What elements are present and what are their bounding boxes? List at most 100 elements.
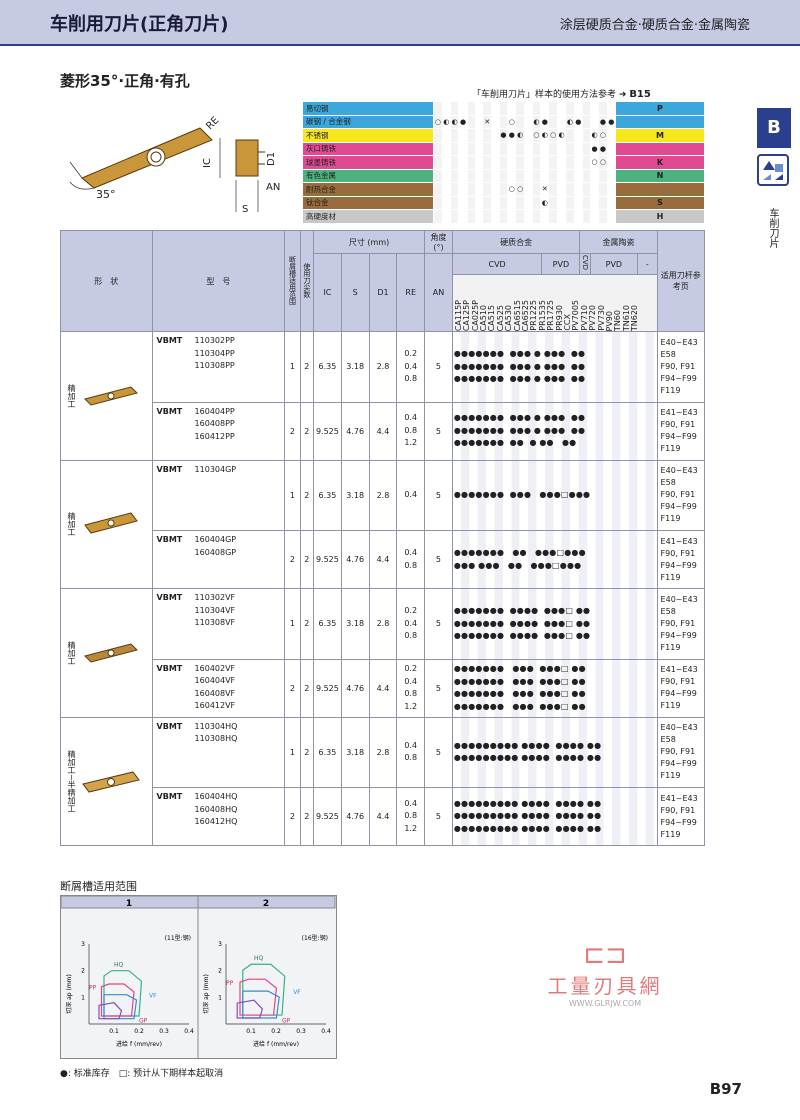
d1-cell: 4.4 [368,787,398,846]
side-tab[interactable]: B [757,108,791,148]
ic-cell: 6.35 [313,331,342,403]
section-title: 菱形35°·正角·有孔 [60,72,190,90]
material-mark [433,141,443,156]
material-mark: ○ [507,114,517,129]
panel-number: 1 [126,899,132,909]
material-mark [573,195,583,210]
material-mark [449,168,460,183]
holder-cell[interactable]: E40~E43 E58 F90, F91 F94~F99 F119 [656,459,706,531]
material-row: 钛合金 ◐ S [301,195,706,210]
legend: ●: 标准库存 □: 预计从下期样本起取消 [60,1069,224,1079]
material-mark [548,155,558,170]
material-mark [523,195,533,210]
material-row: 球墨铸铁 ○ ○ K [301,155,706,170]
material-mark [523,114,533,129]
material-mark [498,209,509,224]
s-cell: 3.18 [340,716,370,788]
material-mark [507,195,517,210]
grade-label: PR930 [554,305,564,331]
x-tick: 0.4 [184,1028,194,1035]
material-mark [474,101,484,116]
material-mark [556,209,567,224]
material-mark [606,141,616,156]
pvd2-header: PVD [589,253,639,275]
material-mark: ◐ [540,195,550,210]
grade-label: TN620 [630,304,640,331]
x-tick: 0.4 [321,1028,331,1035]
material-mark [548,195,558,210]
material-mark [433,182,443,197]
availability-cell: ●●●●●●● ●●● ● ●●● ●● ●●●●●●● ●●● ● ●●● ●●… [451,331,658,403]
hq-curve [242,963,286,1016]
material-mark [474,114,484,129]
availability-line: ●●●●●●● ●●● ● ●●● ●● [453,349,586,358]
x-tick: 0.3 [296,1028,306,1035]
material-table: 易切钢 P 碳钢 / 合金钢 ○ ◐ ◐ ● ✕ ○ ◐ ● ◐ ● ● ● 不锈钢 ● ● ◐ ○ ◐… [301,101,706,224]
logo-name: 工量刃具網 [547,974,663,998]
grade-label: PR1225 [529,300,539,331]
re-cell: 0.2 0.4 0.8 [396,331,426,403]
material-mark [540,101,550,116]
holder-cell[interactable]: E41~E43 F90, F91 F94~F99 F119 [656,787,706,846]
material-mark [466,168,476,183]
material-mark [482,182,492,197]
y-label: 切深 ap (mm) [65,974,73,1014]
page-title: 车削用刀片(正角刀片) [50,14,229,35]
material-mark [589,168,600,183]
s-cell: 3.18 [340,588,370,660]
holder-cell[interactable]: E41~E43 F90, F91 F94~F99 F119 [656,530,706,589]
material-mark: ○ [598,155,608,170]
material-mark [466,128,476,143]
panel-note: (16型:钢) [302,934,328,942]
page-number: B97 [709,1080,742,1098]
grade-label: PV710 [579,305,589,331]
s-cell: 3.18 [340,331,370,403]
availability-line: ●●●●●●● ●●● ● ●●● ●● [453,413,586,423]
reference-page[interactable]: B15 [629,89,651,100]
pvd-header: PVD [541,253,581,275]
material-mark [556,168,567,183]
material-code [614,182,706,197]
material-row: 不锈钢 ● ● ◐ ○ ◐ ○ ◐ ◐ ○ M [301,128,706,143]
edges-cell: 2 [299,588,315,660]
insert-diagram: 35° RE IC D1 AN S [60,100,296,228]
holder-cell[interactable]: E40~E43 E58 F90, F91 F94~F99 F119 [656,716,706,788]
breaker-cell: 2 [284,530,301,589]
model-code: 110304HQ [194,721,238,731]
material-mark [433,128,443,143]
x-tick: 0.2 [134,1028,144,1035]
material-mark [548,182,558,197]
breaker-cell: 1 [284,459,301,531]
breaker-cell: 1 [284,716,301,788]
availability-line: ●●●●●●● ●●● ●●●□ ●● [453,689,586,698]
angle-header: 角度 (°) [424,230,453,254]
holder-cell[interactable]: E41~E43 F90, F91 F94~F99 F119 [656,658,706,718]
holder-cell[interactable]: E40~E43 E58 F90, F91 F94~F99 F119 [656,331,706,403]
material-mark [507,168,517,183]
material-mark [606,128,616,143]
material-mark [498,141,509,156]
model-code: 160408HQ [194,804,238,814]
material-mark: ◐ [449,114,460,129]
an-cell: 5 [424,401,453,461]
product-row: VBMT 160404GP 160408GP 2 2 9.525 4.76 4.4 0.4 0.8… [61,530,706,589]
breaker-cell: 2 [284,658,301,718]
material-mark [565,101,575,116]
material-mark [449,141,460,156]
material-mark [598,168,608,183]
material-mark [466,114,476,129]
an-cell: 5 [424,716,453,788]
material-mark [482,141,492,156]
grade-label: PR1535 [537,300,547,331]
hq-label: HQ [114,962,124,969]
material-mark [581,209,591,224]
material-mark [565,141,575,156]
s-label: S [242,204,248,215]
vf-label: VF [293,989,301,996]
product-table: 形 状 型 号 断屑槽适用范围 使用刀尖数 尺寸 (mm) 角度 (°) 硬质合… [60,230,706,846]
holder-cell[interactable]: E41~E43 F90, F91 F94~F99 F119 [656,401,706,461]
holder-cell[interactable]: E40~E43 E58 F90, F91 F94~F99 F119 [656,588,706,660]
grade-label: PV7005 [571,300,581,331]
material-mark [490,182,500,197]
grade-label: CA125P [462,299,472,331]
